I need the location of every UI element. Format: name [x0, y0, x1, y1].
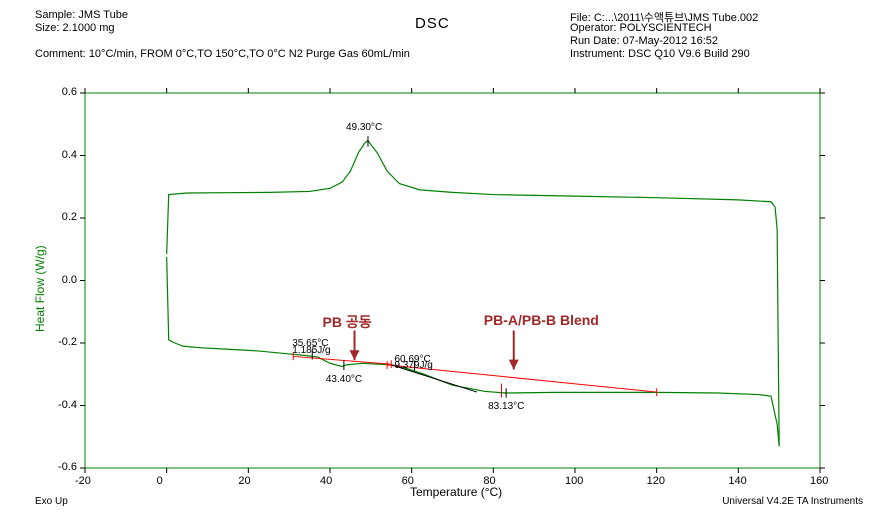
dsc-chart — [0, 0, 875, 517]
x-tick-label: 80 — [483, 475, 495, 487]
y-tick-label: 0.6 — [62, 86, 77, 98]
x-tick-label: 140 — [728, 475, 746, 487]
y-tick-label: 0.4 — [62, 149, 77, 161]
transition1-energy: 1.185J/g — [292, 345, 330, 356]
x-tick-label: 120 — [647, 475, 665, 487]
x-tick-label: 100 — [565, 475, 583, 487]
y-tick-label: 0.0 — [62, 274, 77, 286]
x-axis-label: Temperature (°C) — [410, 485, 502, 499]
transition2-end-temp: 83.13°C — [488, 401, 524, 412]
x-tick-label: -20 — [75, 475, 91, 487]
footer-right: Universal V4.2E TA Instruments — [722, 496, 863, 507]
y-tick-label: 0.2 — [62, 211, 77, 223]
y-tick-label: -0.4 — [58, 399, 77, 411]
peak-temp-label: 49.30°C — [346, 122, 382, 133]
y-tick-label: -0.2 — [58, 336, 77, 348]
annotation-pb: PB 공동 — [323, 312, 372, 332]
x-tick-label: 60 — [402, 475, 414, 487]
x-tick-label: 160 — [810, 475, 828, 487]
x-tick-label: 40 — [320, 475, 332, 487]
transition2-energy: 9.379J/g — [394, 360, 432, 371]
transition1-end-temp: 43.40°C — [326, 374, 362, 385]
x-tick-label: 0 — [157, 475, 163, 487]
x-tick-label: 20 — [238, 475, 250, 487]
y-tick-label: -0.6 — [58, 461, 77, 473]
footer-left: Exo Up — [35, 496, 68, 507]
y-axis-label: Heat Flow (W/g) — [33, 232, 47, 332]
annotation-blend: PB-A/PB-B Blend — [484, 312, 599, 328]
